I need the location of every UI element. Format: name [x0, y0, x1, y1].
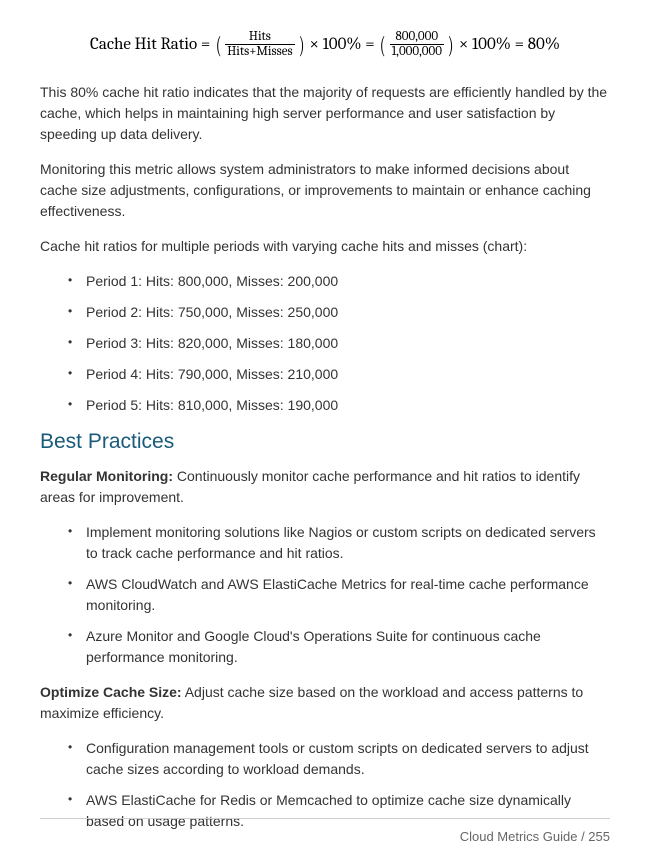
list-item: Period 4: Hits: 790,000, Misses: 210,000: [40, 364, 610, 385]
list-item: Configuration management tools or custom…: [40, 738, 610, 780]
regular-monitoring-list: Implement monitoring solutions like Nagi…: [40, 522, 610, 668]
cache-hit-ratio-formula: Cache Hit Ratio = (HitsHits+Misses) × 10…: [40, 30, 610, 60]
regular-monitoring-title: Regular Monitoring:: [40, 468, 173, 484]
best-practices-heading: Best Practices: [40, 430, 610, 454]
list-item: Period 5: Hits: 810,000, Misses: 190,000: [40, 395, 610, 416]
paragraph-chart-intro: Cache hit ratios for multiple periods wi…: [40, 236, 610, 257]
optimize-cache-para: Optimize Cache Size: Adjust cache size b…: [40, 682, 610, 724]
footer-text: Cloud Metrics Guide / 255: [460, 829, 610, 844]
page-footer: Cloud Metrics Guide / 255: [40, 818, 610, 844]
paragraph-explanation-1: This 80% cache hit ratio indicates that …: [40, 82, 610, 145]
list-item: Period 3: Hits: 820,000, Misses: 180,000: [40, 333, 610, 354]
optimize-cache-title: Optimize Cache Size:: [40, 684, 182, 700]
regular-monitoring-para: Regular Monitoring: Continuously monitor…: [40, 466, 610, 508]
list-item: Implement monitoring solutions like Nagi…: [40, 522, 610, 564]
list-item: Azure Monitor and Google Cloud's Operati…: [40, 626, 610, 668]
list-item: Period 2: Hits: 750,000, Misses: 250,000: [40, 302, 610, 323]
list-item: Period 1: Hits: 800,000, Misses: 200,000: [40, 271, 610, 292]
formula-label: Cache Hit Ratio: [90, 35, 197, 54]
paragraph-explanation-2: Monitoring this metric allows system adm…: [40, 159, 610, 222]
list-item: AWS CloudWatch and AWS ElastiCache Metri…: [40, 574, 610, 616]
periods-list: Period 1: Hits: 800,000, Misses: 200,000…: [40, 271, 610, 416]
